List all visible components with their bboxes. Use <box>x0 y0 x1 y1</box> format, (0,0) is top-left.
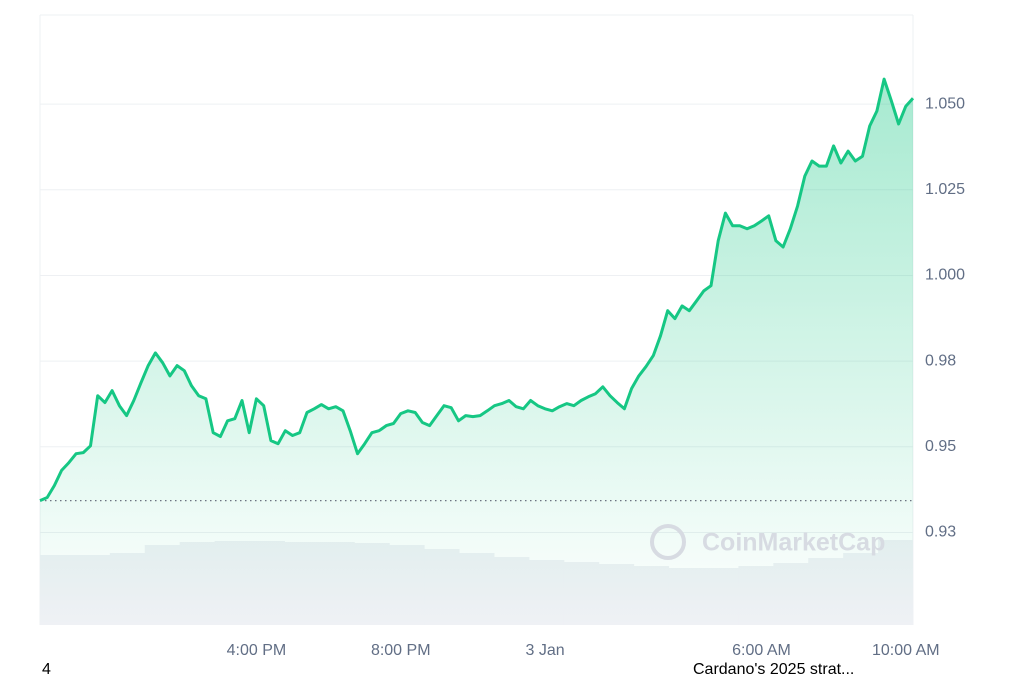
footer-right: Cardano's 2025 strat... <box>693 661 854 678</box>
y-tick-label: 1.050 <box>925 95 965 112</box>
y-tick-label: 0.95 <box>925 438 956 455</box>
footer-left: 4 <box>42 661 51 678</box>
y-tick-label: 1.025 <box>925 181 965 198</box>
watermark: CoinMarketCap <box>702 529 885 557</box>
x-tick-label: 6:00 AM <box>732 642 791 659</box>
watermark-logo <box>650 524 686 560</box>
area <box>40 79 913 626</box>
plot <box>39 77 915 626</box>
x-tick-label: 8:00 PM <box>371 642 431 659</box>
price-line <box>39 77 915 502</box>
x-tick-label: 10:00 AM <box>872 642 940 659</box>
x-tick-label: 4:00 PM <box>227 642 287 659</box>
y-tick-label: 0.93 <box>925 524 956 541</box>
labels: 0.93 0.95 0.98 1.000 1.025 1.050 4:00 PM 8:00 P… <box>227 95 965 659</box>
x-tick-label: 3 Jan <box>525 642 564 659</box>
y-tick-label: 0.98 <box>925 352 956 369</box>
y-tick-label: 1.000 <box>925 267 965 284</box>
